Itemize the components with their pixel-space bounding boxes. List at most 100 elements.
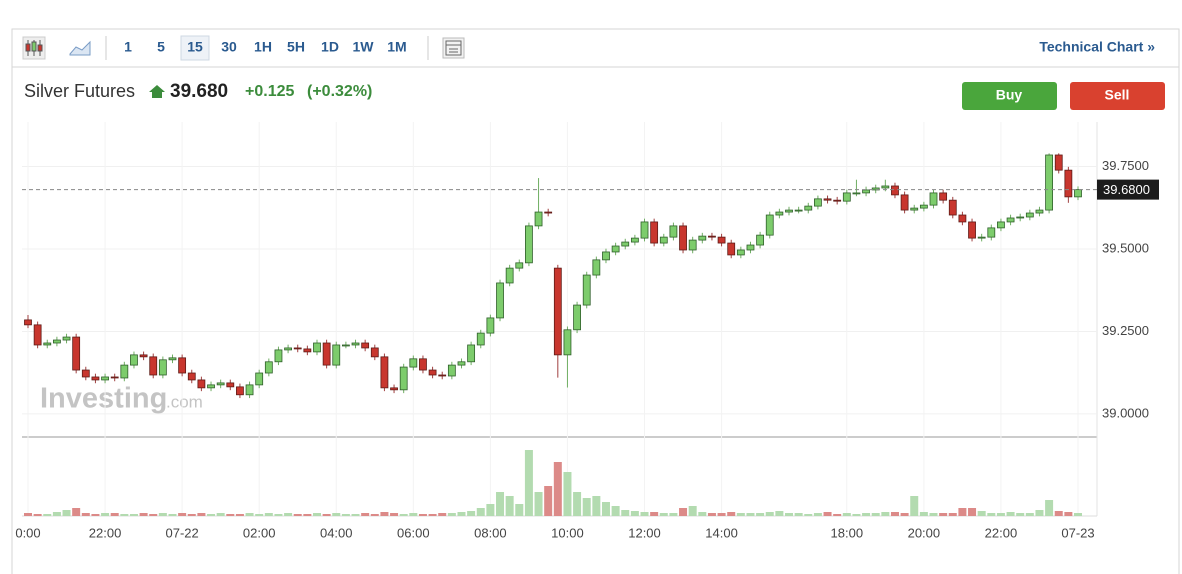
candle-body (525, 225, 533, 264)
candle-body (33, 324, 42, 346)
volume-bar (264, 513, 273, 516)
interval-button[interactable]: 30 (221, 39, 237, 55)
candle-body (939, 192, 948, 201)
candle-body (370, 347, 379, 358)
x-tick-label: 02:00 (243, 525, 276, 540)
candle-body (919, 204, 928, 209)
candle-body (1025, 212, 1034, 218)
volume-bar (650, 512, 659, 516)
volume-bar (813, 513, 822, 516)
candle-body (322, 342, 331, 366)
volume-bar (207, 514, 216, 516)
volume-bar (52, 512, 61, 516)
watermark-suffix: .com (166, 392, 203, 411)
candle-body (727, 242, 736, 256)
candle-body (717, 236, 726, 244)
interval-button[interactable]: 5 (157, 39, 165, 55)
candle-body (197, 379, 206, 389)
candle-body (313, 342, 321, 353)
volume-bar (794, 513, 803, 516)
y-tick-label: 39.5000 (1102, 240, 1149, 255)
volume-bar (939, 513, 948, 516)
volume-bar (216, 513, 225, 516)
volume-bar (81, 513, 90, 516)
candle-body (871, 187, 880, 191)
volume-bar (775, 511, 784, 516)
x-tick-label: 12:00 (628, 525, 661, 540)
x-tick-label: 07-22 (166, 525, 199, 540)
x-tick-label: 07-23 (1061, 525, 1094, 540)
volume-bar (640, 512, 649, 516)
volume-bar (785, 513, 794, 516)
watermark: Investing .com (40, 383, 203, 415)
candle-body (630, 237, 639, 243)
volume-bar (255, 514, 264, 516)
candle-body (274, 349, 283, 363)
buy-button[interactable]: Buy (962, 82, 1057, 110)
candle-body (236, 386, 244, 396)
volume-bar (149, 514, 158, 516)
interval-button[interactable]: 15 (187, 39, 203, 55)
candle-body (1054, 154, 1063, 171)
volume-bar (332, 513, 341, 516)
volume-bar (1025, 513, 1034, 516)
interval-button[interactable]: 1W (353, 39, 375, 55)
table-icon[interactable] (442, 37, 465, 59)
volume-bar (467, 511, 476, 516)
technical-chart-link[interactable]: Technical Chart » (1039, 39, 1155, 55)
volume-bar (563, 472, 572, 516)
area-icon[interactable] (69, 40, 91, 56)
candle-body (1006, 217, 1015, 223)
sell-button[interactable]: Sell (1070, 82, 1165, 110)
volume-bar (919, 512, 928, 516)
volume-bar (573, 492, 582, 516)
candle-body (428, 369, 437, 376)
candle-body (659, 236, 668, 244)
candle-body (72, 336, 81, 371)
volume-bar (390, 513, 399, 516)
candle-body (948, 199, 957, 216)
volume-bar (852, 514, 861, 516)
volume-bar (1045, 500, 1054, 516)
volume-bar (293, 514, 302, 516)
candle-body (544, 211, 553, 214)
volume-bar (679, 508, 688, 516)
y-tick-label: 39.0000 (1102, 405, 1149, 420)
candle-body (842, 192, 851, 202)
interval-button[interactable]: 1M (387, 39, 406, 55)
sell-label[interactable]: Sell (1105, 87, 1130, 103)
interval-button[interactable]: 5H (287, 39, 305, 55)
interval-button[interactable]: 1D (321, 39, 339, 55)
volume-bar (284, 513, 293, 516)
candle-body (207, 384, 215, 389)
candle-body (852, 192, 861, 195)
candle-body (785, 209, 793, 213)
volume-bar (890, 512, 899, 516)
volume-bar (438, 513, 447, 516)
x-tick-label: 06:00 (397, 525, 430, 540)
candle-body (255, 372, 264, 386)
y-tick-label: 39.7500 (1102, 158, 1149, 173)
candle-body (486, 317, 495, 334)
interval-button[interactable]: 1H (254, 39, 272, 55)
volume-bar (226, 514, 235, 516)
volume-bar (746, 513, 755, 516)
volume-bar (601, 502, 610, 516)
candle-body (881, 185, 890, 189)
volume-bar (669, 513, 678, 516)
candle-body (341, 344, 350, 347)
candle-icon[interactable] (22, 36, 46, 60)
candle-body (24, 319, 32, 326)
candle-body (515, 262, 524, 269)
volume-bar (688, 506, 697, 516)
volume-bar (582, 498, 591, 516)
interval-button[interactable]: 1 (124, 39, 132, 55)
volume-bar (120, 514, 129, 516)
volume-bar (862, 513, 871, 516)
candle-body (650, 221, 659, 244)
volume-bar (158, 513, 167, 516)
buy-label[interactable]: Buy (996, 87, 1023, 103)
candle-body (1074, 189, 1082, 198)
volume-bar (524, 450, 533, 516)
volume-bar (1054, 511, 1063, 516)
